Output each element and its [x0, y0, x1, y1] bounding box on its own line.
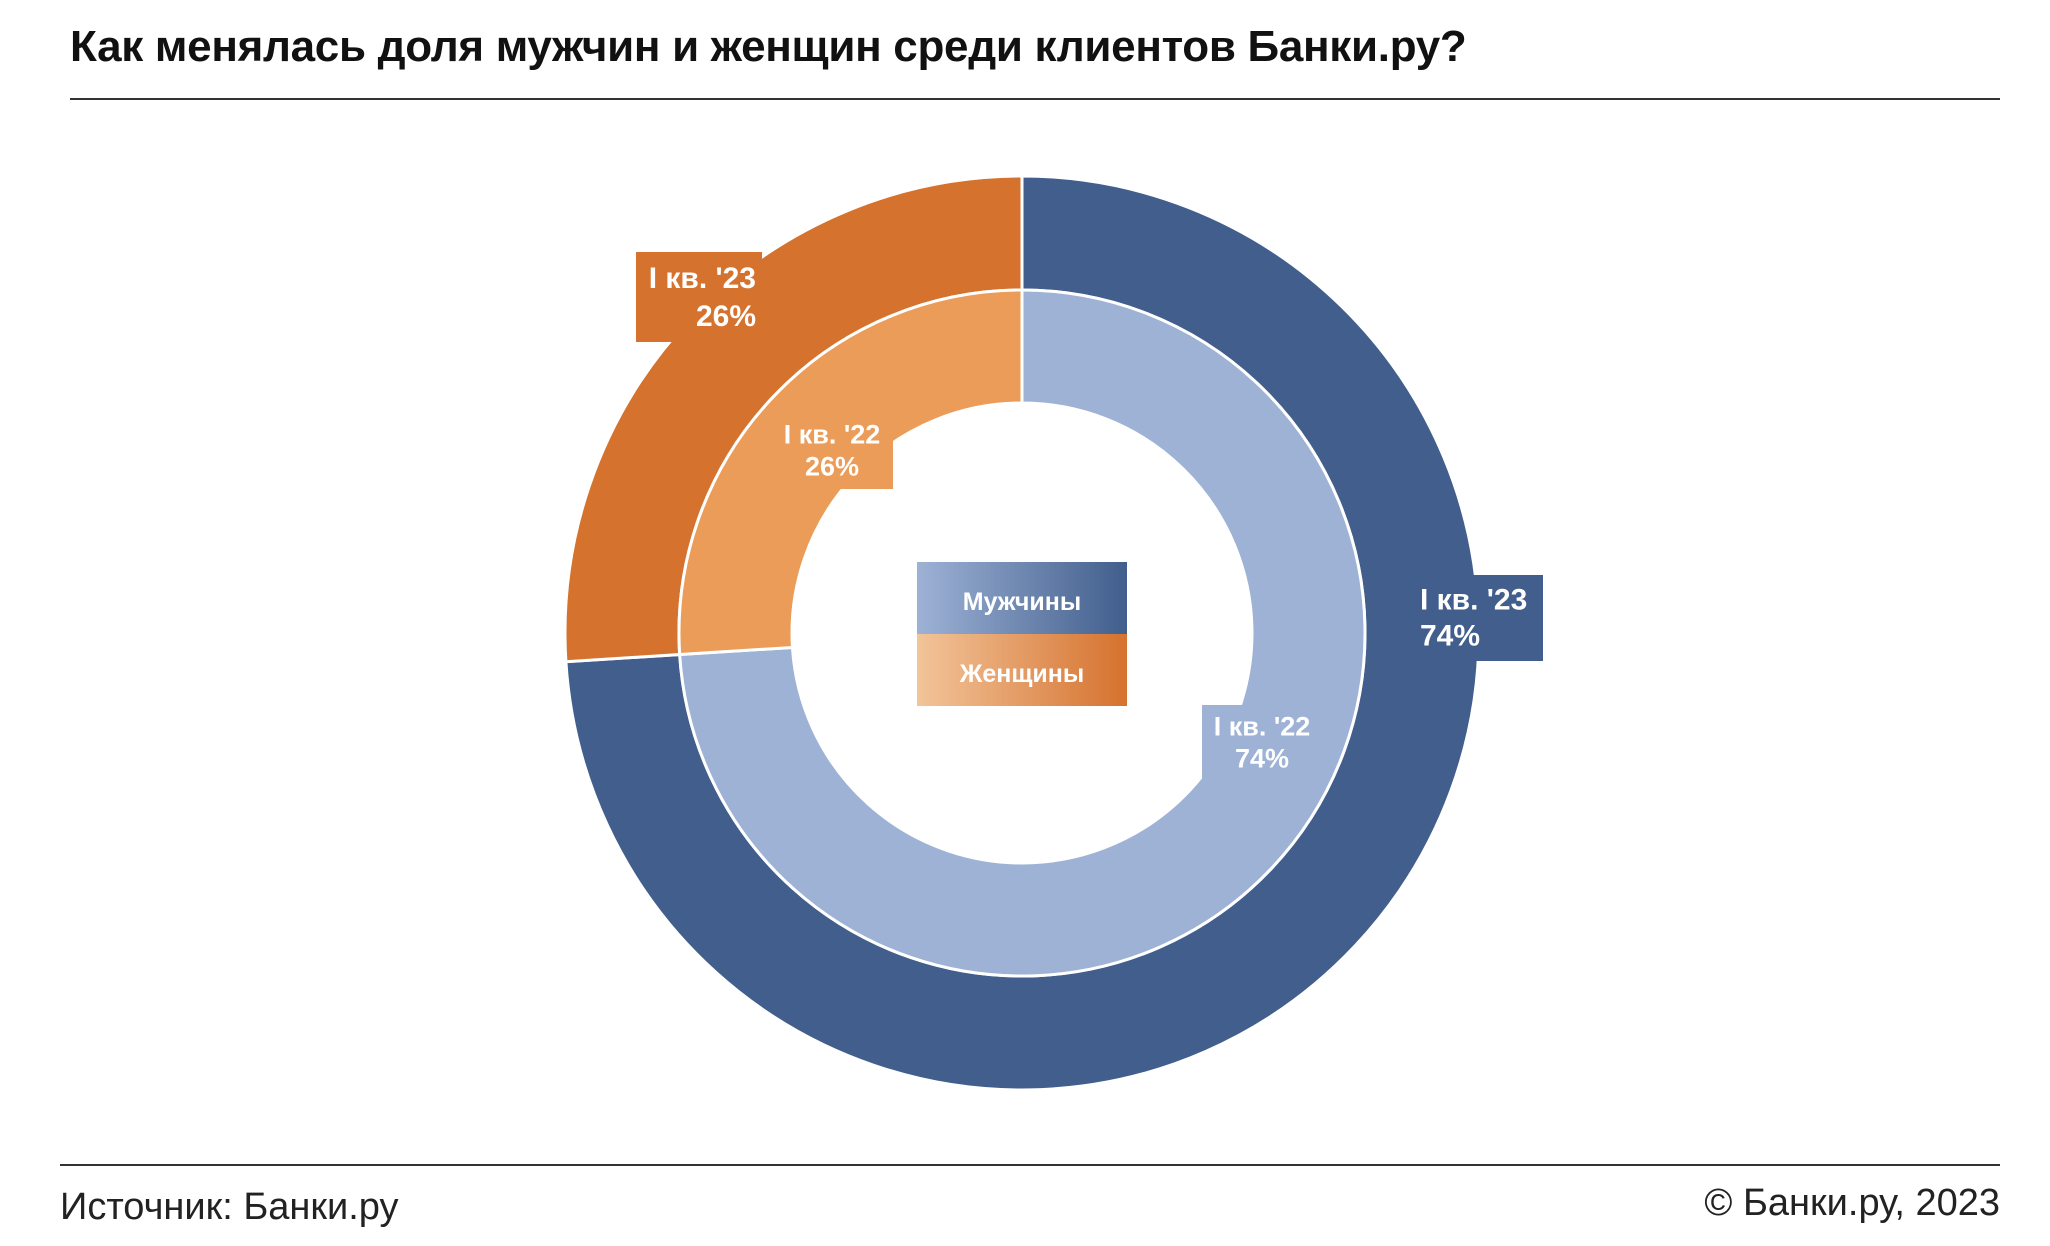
label-outer-men-period: I кв. '23 [1420, 583, 1527, 616]
legend-swatch-men [917, 562, 1127, 634]
label-inner-women-box [771, 413, 893, 489]
copyright-note: © Банки.ру, 2023 [1704, 1182, 2000, 1224]
chart-legend: Мужчины Женщины [917, 562, 1127, 706]
label-inner-women-period: I кв. '22 [784, 419, 881, 449]
label-outer-men-value: 74% [1420, 620, 1480, 653]
source-note: Источник: Банки.ру [60, 1186, 399, 1228]
legend-swatch-women [917, 634, 1127, 706]
label-outer-women-period: I кв. '23 [649, 262, 756, 295]
label-inner-men-value: 74% [1235, 743, 1289, 773]
footer-divider [60, 1164, 2000, 1166]
label-inner-men-box [1202, 705, 1322, 781]
legend-label-women: Женщины [959, 660, 1085, 688]
title-divider [70, 98, 2000, 100]
label-outer-men: I кв. '23 74% [1415, 575, 1543, 661]
label-inner-women-value: 26% [805, 451, 859, 481]
label-inner-men-period: I кв. '22 [1214, 711, 1311, 741]
chart-title: Как менялась доля мужчин и женщин среди … [70, 22, 1467, 71]
inner-ring-men-segment [678, 288, 1367, 978]
legend-label-men: Мужчины [963, 588, 1081, 616]
label-outer-men-box [1415, 575, 1543, 661]
label-outer-women: I кв. '23 26% [636, 252, 762, 342]
label-outer-women-box [636, 252, 762, 342]
label-outer-women-value: 26% [696, 300, 756, 333]
